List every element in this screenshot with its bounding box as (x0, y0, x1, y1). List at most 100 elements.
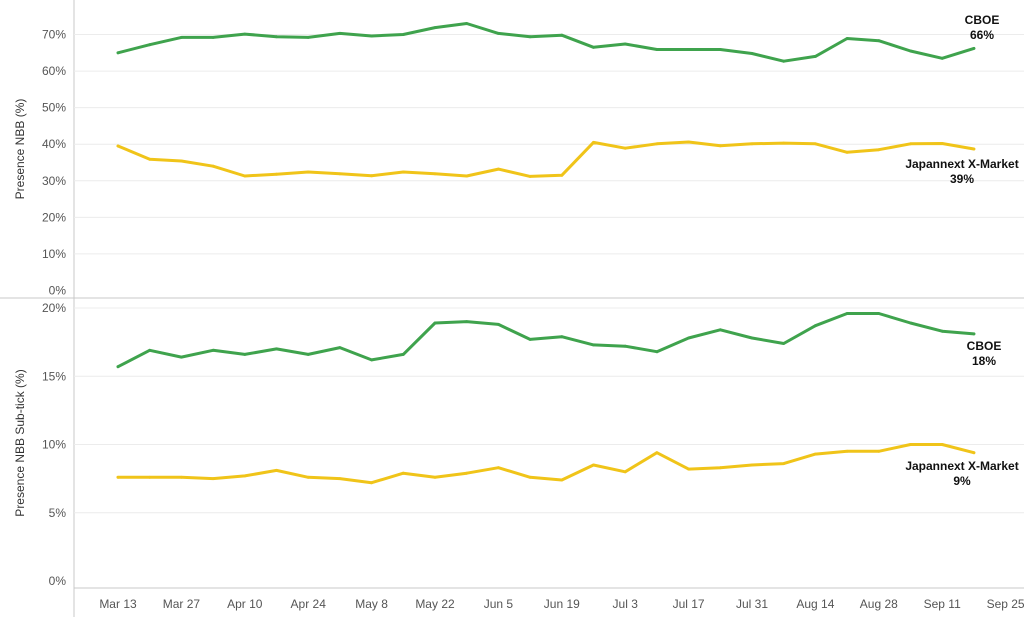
cboe-data-point (814, 55, 817, 58)
y-tick-label: 0% (49, 284, 67, 298)
cboe-data-point (528, 35, 532, 39)
japannext-data-point (211, 477, 215, 480)
japannext-series-name: Japannext X-Market (905, 459, 1018, 473)
japannext-data-point (972, 451, 976, 455)
cboe-data-point (465, 320, 469, 323)
cboe-data-point (180, 36, 183, 39)
y-axis-title: Presence NBB Sub-tick (%) (13, 369, 27, 516)
x-tick-label: Sep 25 (987, 597, 1024, 611)
cboe-data-point (243, 32, 247, 36)
cboe-data-point (940, 56, 944, 60)
cboe-series-name: CBOE (967, 339, 1002, 353)
cboe-data-point (560, 335, 564, 339)
japannext-data-point (877, 449, 881, 453)
cboe-data-point (116, 51, 120, 55)
y-tick-label: 10% (42, 247, 66, 261)
cboe-end-value-label: 66% (970, 28, 994, 42)
japannext-data-point (750, 463, 754, 467)
bottom-panel: 0% 5% 10% 15% 20% Presence NBB Sub-tick (%) CB… (13, 301, 1024, 588)
cboe-data-point (370, 34, 373, 38)
cboe-data-point (877, 39, 881, 43)
cboe-series-name: CBOE (965, 13, 1000, 27)
y-tick-label: 30% (42, 174, 66, 188)
japannext-data-point (401, 170, 405, 174)
cboe-data-point (465, 22, 469, 25)
japannext-data-point (465, 471, 469, 475)
cboe-data-point (497, 32, 500, 35)
y-tick-label: 50% (42, 101, 66, 115)
japannext-data-point (560, 173, 564, 177)
japannext-series-line (116, 140, 976, 178)
cboe-data-point (782, 59, 786, 63)
japannext-data-point (814, 452, 817, 456)
x-tick-label: Apr 10 (227, 597, 263, 611)
japannext-data-point (560, 478, 564, 482)
japannext-data-point (687, 467, 690, 471)
cboe-series-line (116, 312, 976, 369)
cboe-data-point (528, 338, 532, 341)
x-tick-label: Sep 11 (924, 597, 961, 611)
cboe-data-point (211, 36, 215, 39)
x-tick-label: May 8 (355, 597, 388, 611)
cboe-data-point (623, 42, 627, 46)
cboe-data-point (275, 35, 278, 39)
japannext-data-point (465, 174, 469, 178)
japannext-data-point (623, 146, 627, 150)
cboe-data-point (909, 49, 912, 53)
japannext-data-point (275, 469, 278, 472)
cboe-data-point (718, 328, 722, 332)
japannext-data-point (877, 148, 881, 152)
cboe-data-point (401, 33, 405, 36)
cboe-data-point (338, 346, 342, 349)
japannext-data-point (433, 475, 437, 479)
japannext-data-point (306, 170, 310, 174)
japannext-data-point (750, 142, 754, 146)
cboe-data-point (148, 43, 152, 47)
cboe-data-point (845, 312, 849, 315)
japannext-data-point (528, 475, 532, 479)
japannext-data-point (718, 144, 722, 148)
japannext-data-point (148, 157, 152, 161)
cboe-data-point (433, 26, 437, 29)
japannext-data-point (497, 466, 500, 470)
cboe-data-point (972, 47, 976, 50)
japannext-series-line (116, 443, 976, 485)
cboe-data-point (718, 48, 722, 51)
cboe-data-point (243, 353, 247, 356)
x-tick-label: Jul 31 (736, 597, 768, 611)
japannext-data-point (655, 142, 659, 146)
x-tick-label: Jun 19 (544, 597, 580, 611)
cboe-data-point (560, 33, 564, 37)
cboe-data-point (782, 342, 786, 345)
cboe-data-point (909, 321, 912, 325)
x-tick-label: Jul 3 (613, 597, 639, 611)
x-tick-label: May 22 (415, 597, 455, 611)
japannext-data-point (116, 144, 120, 148)
y-tick-label: 20% (42, 301, 66, 315)
y-axis-title: Presence NBB (%) (13, 99, 27, 200)
japannext-data-point (655, 451, 659, 455)
japannext-data-point (814, 142, 817, 146)
cboe-data-point (211, 348, 215, 352)
cboe-data-point (655, 350, 659, 354)
japannext-data-point (338, 477, 342, 480)
japannext-data-point (592, 463, 595, 467)
japannext-data-point (243, 174, 247, 178)
y-tick-label: 5% (49, 506, 67, 520)
japannext-data-point (782, 141, 786, 145)
y-tick-label: 20% (42, 210, 66, 224)
japannext-data-point (972, 147, 976, 151)
x-tick-label: Mar 13 (99, 597, 137, 611)
japannext-series-name: Japannext X-Market (905, 157, 1018, 171)
cboe-data-point (370, 358, 373, 362)
japannext-data-point (370, 481, 373, 485)
japannext-data-point (180, 159, 183, 163)
japannext-data-point (592, 141, 595, 144)
cboe-data-point (180, 355, 183, 359)
x-tick-label: Apr 24 (291, 597, 327, 611)
cboe-data-point (275, 347, 278, 351)
japannext-data-point (687, 140, 690, 144)
cboe-data-point (972, 332, 976, 336)
